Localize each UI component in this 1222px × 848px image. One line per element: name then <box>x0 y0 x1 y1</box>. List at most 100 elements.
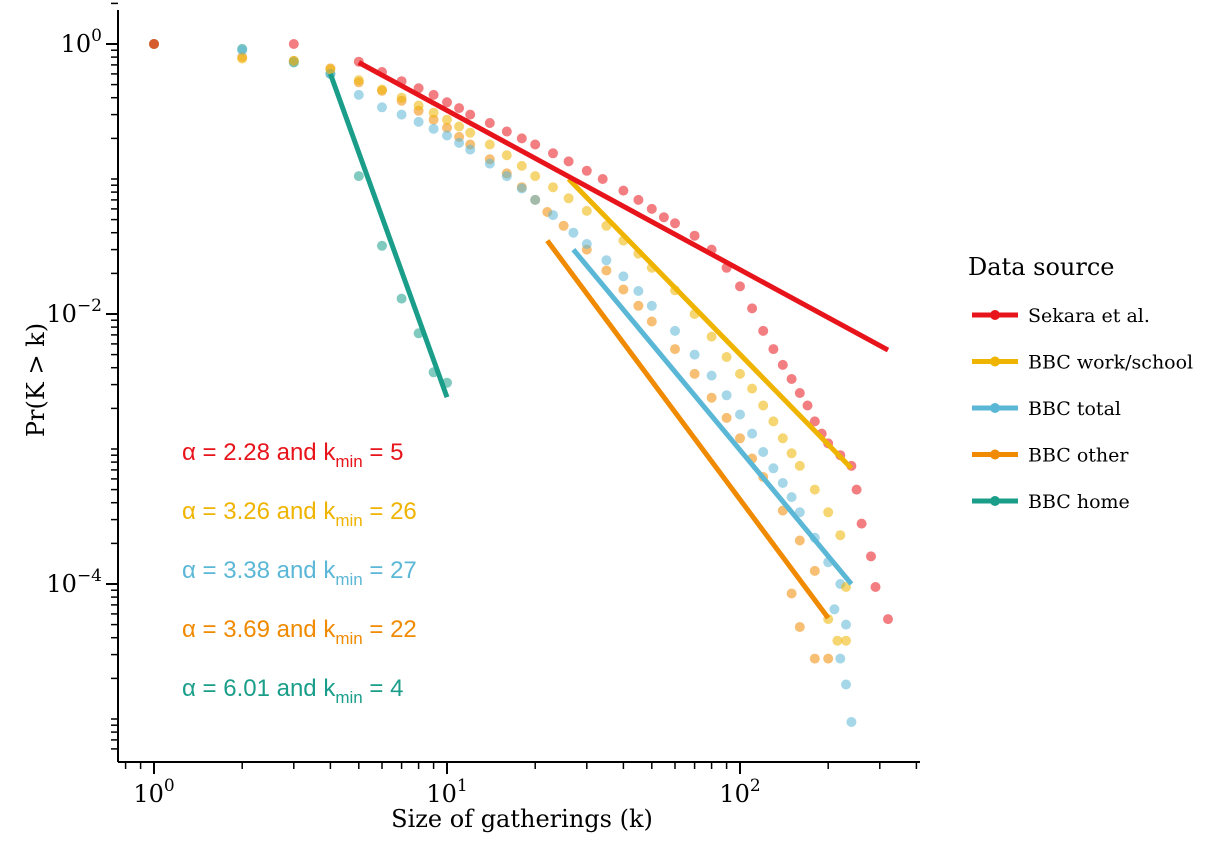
data-point <box>618 271 629 282</box>
data-point <box>786 588 797 599</box>
data-point <box>396 92 407 103</box>
data-point <box>870 582 881 592</box>
y-axis-label: Pr(K > k) <box>22 323 50 437</box>
data-point <box>706 392 717 403</box>
data-point <box>581 205 592 216</box>
data-point <box>548 148 558 159</box>
data-point <box>670 325 680 336</box>
data-point <box>835 530 846 541</box>
data-point <box>353 89 364 100</box>
data-point <box>618 185 629 196</box>
data-point <box>735 409 745 420</box>
data-point <box>454 137 465 148</box>
data-point <box>646 316 657 327</box>
data-point <box>856 518 867 529</box>
data-point <box>601 255 612 266</box>
data-point <box>841 635 851 646</box>
data-point <box>149 39 159 49</box>
data-point <box>484 118 495 128</box>
x-tick-label: 102 <box>719 776 760 808</box>
fit-line <box>566 177 854 471</box>
data-point <box>413 100 424 111</box>
x-tick-label: 101 <box>426 776 467 808</box>
data-point <box>288 39 299 49</box>
data-point <box>558 220 569 231</box>
data-point <box>428 107 439 118</box>
data-point <box>786 492 797 503</box>
fit-line <box>328 73 450 399</box>
data-point <box>841 679 851 690</box>
data-point <box>689 230 700 241</box>
legend-swatch-marker <box>990 310 1000 320</box>
data-point <box>581 239 592 249</box>
data-point <box>442 122 452 133</box>
data-point <box>689 368 700 379</box>
data-point <box>454 103 465 114</box>
data-point <box>377 102 387 113</box>
data-point <box>670 344 680 355</box>
legend-swatch-marker <box>990 449 1000 460</box>
data-point <box>581 165 592 176</box>
data-point <box>846 717 857 727</box>
legend-title: Data source <box>968 253 1114 281</box>
fit-annotation: α = 2.28 and kmin = 5 <box>182 439 403 471</box>
data-point <box>823 653 834 664</box>
data-point <box>735 368 745 379</box>
data-point <box>646 203 657 214</box>
data-point <box>633 300 644 311</box>
data-point <box>465 144 476 155</box>
legend-label: BBC other <box>1028 445 1129 467</box>
fit-lines-layer <box>328 60 890 620</box>
data-point <box>835 653 846 664</box>
data-point <box>633 194 644 205</box>
data-point <box>548 210 558 221</box>
data-point <box>548 182 558 193</box>
data-point <box>809 416 820 427</box>
data-point <box>396 293 407 304</box>
data-point <box>516 133 527 144</box>
data-point <box>721 390 732 401</box>
data-point <box>866 551 876 562</box>
fit-annotation: α = 6.01 and kmin = 4 <box>182 675 403 707</box>
data-point <box>883 614 893 625</box>
data-point <box>823 507 834 518</box>
data-point <box>516 160 527 171</box>
data-point <box>794 535 805 546</box>
y-tick-label: 10−4 <box>46 566 102 598</box>
data-point <box>786 448 797 459</box>
data-point <box>768 463 779 474</box>
data-point <box>829 604 840 615</box>
data-point <box>530 139 541 150</box>
data-point <box>721 412 732 423</box>
legend-swatch-marker <box>990 356 1000 367</box>
data-point <box>670 218 680 229</box>
data-point <box>747 383 758 394</box>
data-point <box>768 416 779 427</box>
legend-label: BBC home <box>1028 491 1130 513</box>
data-point <box>721 352 732 362</box>
x-tick-label: 100 <box>133 776 174 808</box>
data-point <box>758 400 769 411</box>
data-point <box>288 55 299 66</box>
data-point <box>353 75 364 86</box>
y-tick-label: 100 <box>61 26 102 58</box>
fit-line <box>545 239 831 620</box>
data-point <box>563 193 574 204</box>
x-axis-label: Size of gatherings (k) <box>391 805 653 833</box>
data-point <box>597 174 608 184</box>
fit-annotation: α = 3.26 and kmin = 26 <box>182 498 417 530</box>
data-point <box>501 171 512 182</box>
data-point <box>325 64 336 75</box>
data-point <box>530 171 541 182</box>
data-point <box>568 227 579 238</box>
data-point <box>465 127 476 138</box>
data-point <box>689 349 700 360</box>
data-point <box>633 286 644 296</box>
data-point <box>851 484 862 495</box>
data-point <box>428 114 439 125</box>
data-point <box>777 478 788 488</box>
data-point <box>396 109 407 120</box>
data-point <box>563 156 574 167</box>
data-point <box>465 109 476 120</box>
